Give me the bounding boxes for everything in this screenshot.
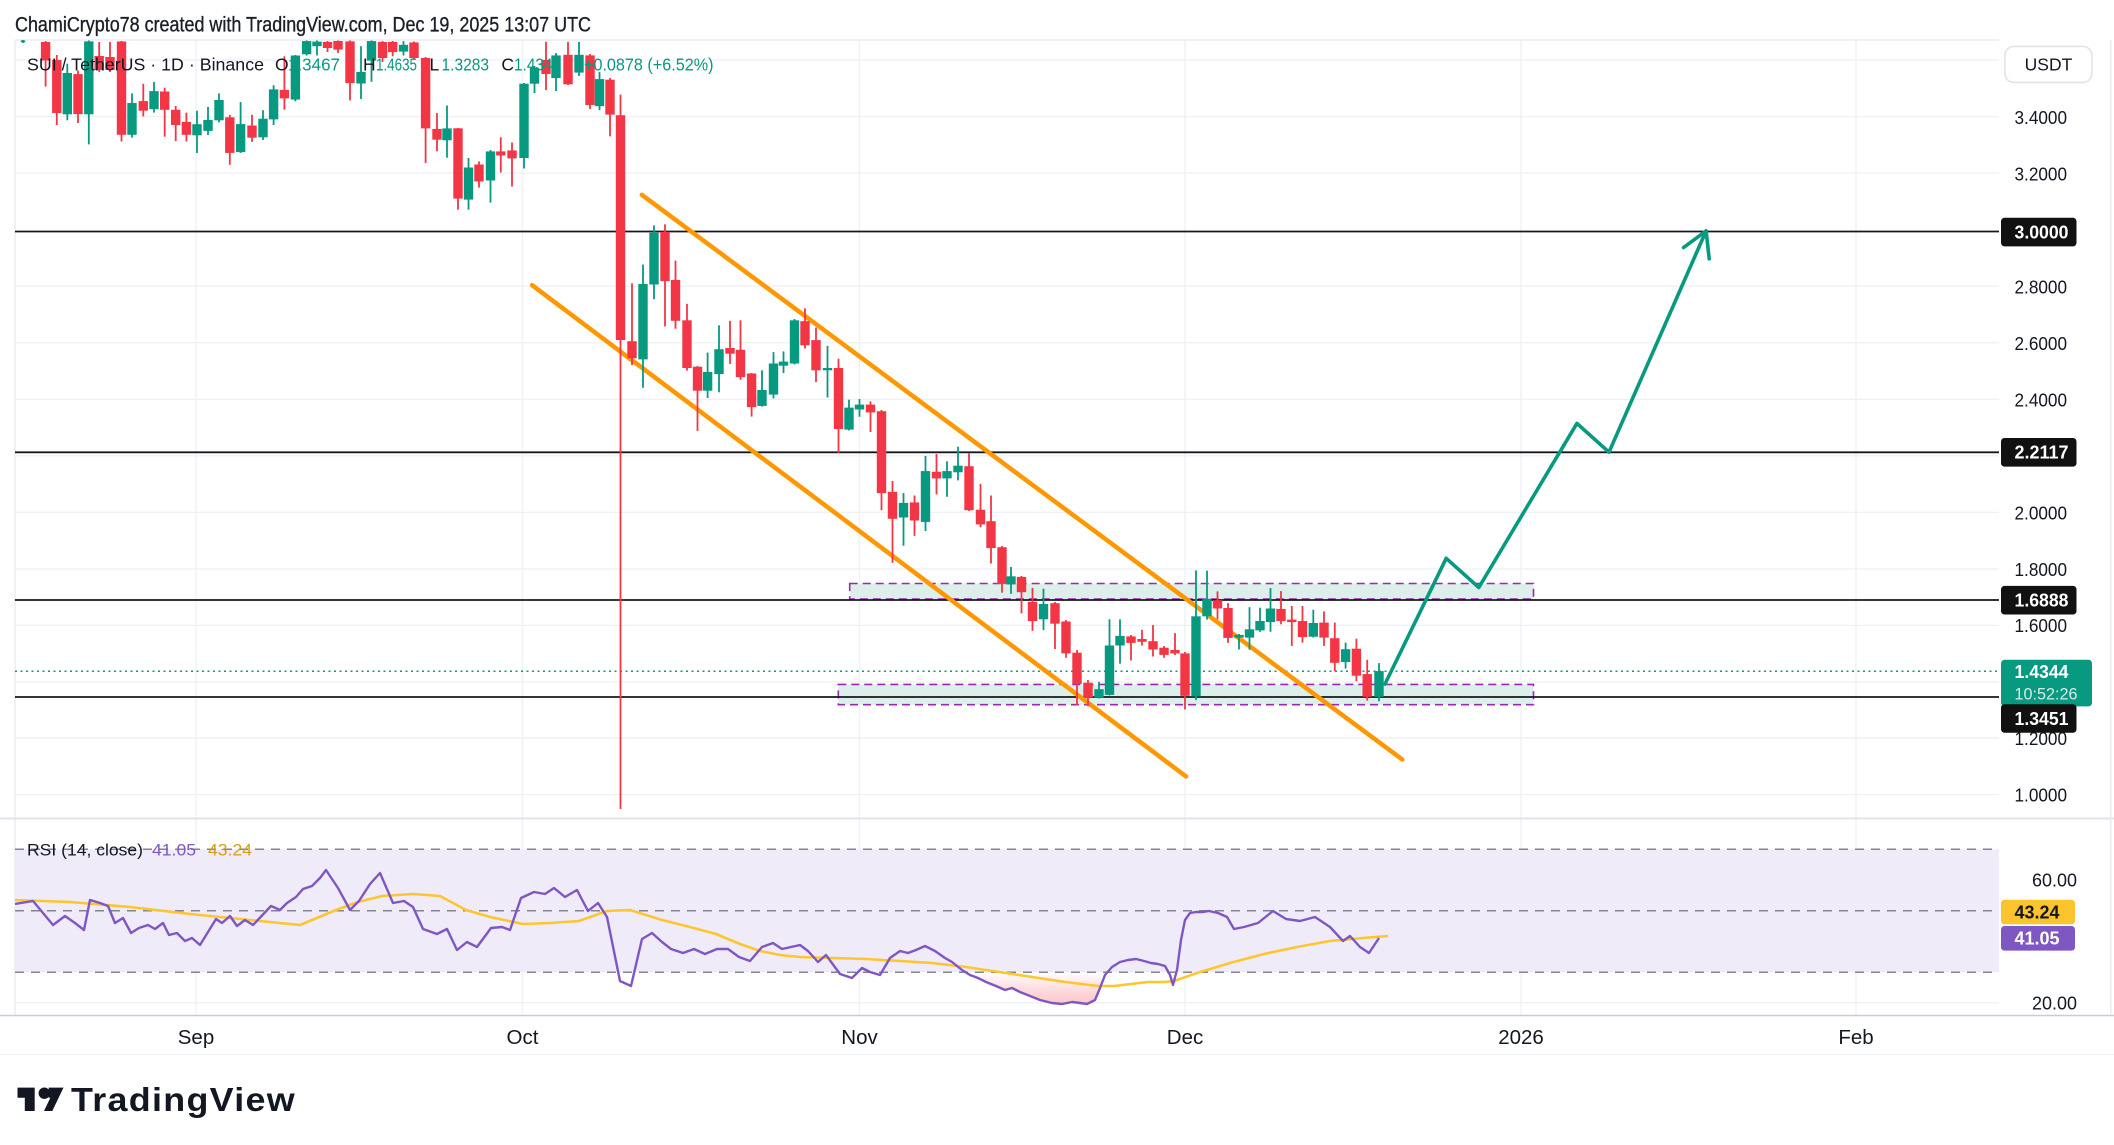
svg-text:USDT: USDT xyxy=(2025,55,2073,75)
svg-text:3.0000: 3.0000 xyxy=(2015,222,2069,242)
svg-text:1.3283: 1.3283 xyxy=(442,55,490,75)
svg-text:3.4000: 3.4000 xyxy=(2015,108,2068,128)
svg-text:2.2117: 2.2117 xyxy=(2015,443,2069,463)
svg-text:41.05: 41.05 xyxy=(2015,929,2060,949)
svg-text:10:52:26: 10:52:26 xyxy=(2015,685,2078,704)
svg-text:20.00: 20.00 xyxy=(2032,993,2077,1013)
svg-text:2.8000: 2.8000 xyxy=(2015,277,2068,297)
svg-text:H: H xyxy=(363,55,376,75)
svg-text:2.6000: 2.6000 xyxy=(2015,334,2068,354)
svg-text:1.2000: 1.2000 xyxy=(2015,729,2068,749)
svg-text:TradingView: TradingView xyxy=(71,1082,296,1119)
svg-text:Dec: Dec xyxy=(1167,1026,1203,1049)
svg-text:L: L xyxy=(430,55,440,75)
svg-text:2.4000: 2.4000 xyxy=(2015,390,2068,410)
svg-text:Feb: Feb xyxy=(1838,1026,1873,1049)
svg-text:ChamiCrypto78 created with Tra: ChamiCrypto78 created with TradingView.c… xyxy=(15,14,591,37)
svg-text:1.3451: 1.3451 xyxy=(2015,709,2069,729)
svg-text:2.0000: 2.0000 xyxy=(2015,503,2068,523)
svg-text:1.4344: 1.4344 xyxy=(2015,662,2069,682)
svg-text:43.24: 43.24 xyxy=(208,842,252,860)
svg-text:1.0000: 1.0000 xyxy=(2015,785,2068,805)
svg-text:43.24: 43.24 xyxy=(2015,902,2060,922)
svg-text:3.2000: 3.2000 xyxy=(2015,164,2068,184)
svg-text:SUI / TetherUS · 1D · Binance: SUI / TetherUS · 1D · Binance xyxy=(27,55,264,75)
svg-text:2026: 2026 xyxy=(1498,1026,1544,1049)
svg-text:1.6000: 1.6000 xyxy=(2015,616,2068,636)
svg-text:Sep: Sep xyxy=(178,1026,214,1049)
svg-text:1.6888: 1.6888 xyxy=(2015,591,2069,611)
svg-text:1.4635: 1.4635 xyxy=(376,55,417,75)
svg-text:41.05: 41.05 xyxy=(152,842,196,860)
svg-text:1.8000: 1.8000 xyxy=(2015,560,2068,580)
svg-text:C: C xyxy=(501,55,514,75)
svg-text:60.00: 60.00 xyxy=(2032,870,2077,890)
svg-text:+0.0878 (+6.52%): +0.0878 (+6.52%) xyxy=(584,55,714,75)
svg-text:1.3467: 1.3467 xyxy=(288,55,340,75)
svg-text:1.4344: 1.4344 xyxy=(514,55,561,75)
svg-text:Nov: Nov xyxy=(841,1026,878,1049)
svg-text:Oct: Oct xyxy=(507,1026,539,1049)
svg-text:RSI (14, close): RSI (14, close) xyxy=(27,842,143,860)
svg-text:O: O xyxy=(275,55,289,75)
